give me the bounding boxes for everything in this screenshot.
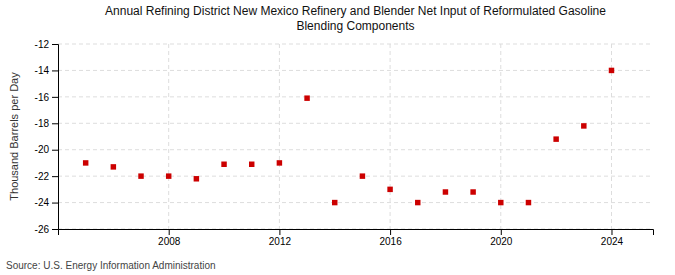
tick: -12	[35, 39, 58, 50]
point	[387, 187, 392, 192]
tick-mark	[52, 150, 58, 151]
tick-mark	[611, 229, 612, 235]
y-axis: -12 -14 -16 -18 -20 -22 -24 -26	[35, 39, 59, 235]
grid-line	[58, 96, 653, 97]
tick-label: -22	[35, 171, 50, 182]
tick-mark	[52, 123, 58, 124]
point	[526, 200, 531, 205]
point	[470, 189, 475, 194]
grid-line	[58, 44, 653, 45]
point	[332, 200, 337, 205]
tick: -14	[35, 65, 58, 76]
tick: 2024	[601, 229, 624, 247]
points	[83, 68, 614, 206]
title-line: Annual Refining District New Mexico Refi…	[105, 4, 606, 18]
tick-mark	[52, 97, 58, 98]
point	[304, 95, 309, 100]
tick-label: -16	[35, 92, 50, 103]
tick: 2020	[490, 229, 513, 247]
point	[166, 173, 171, 178]
point	[277, 160, 282, 165]
tick-label: -12	[35, 39, 50, 50]
tick: -18	[35, 118, 58, 129]
tick-mark	[52, 176, 58, 177]
tick: -16	[35, 92, 58, 103]
tick: -20	[35, 144, 58, 155]
grid	[58, 44, 653, 229]
grid-line	[390, 44, 391, 229]
tick-label: -18	[35, 118, 50, 129]
tick-label: -26	[35, 224, 50, 235]
title-line: Blending Components	[296, 19, 414, 33]
y-axis-label: Thousand Barrels per Day	[8, 72, 20, 201]
tick-mark	[52, 229, 58, 230]
point	[221, 162, 226, 167]
tick: 2012	[269, 229, 292, 247]
tick: 2008	[158, 229, 181, 247]
tick-label: 2024	[601, 236, 624, 247]
grid-line	[58, 123, 653, 124]
tick-label: -24	[35, 197, 50, 208]
tick-label: 2008	[158, 236, 181, 247]
tick-label: 2012	[269, 236, 292, 247]
tick-label: 2020	[490, 236, 513, 247]
tick-mark	[390, 229, 391, 235]
grid-line	[168, 44, 169, 229]
tick-label: -20	[35, 144, 50, 155]
point	[498, 200, 503, 205]
point	[138, 173, 143, 178]
axis-line	[59, 230, 654, 236]
chart: 2008 2012 2016 2020 2024 -12 -14 -16 -18 -20 -22 -2…	[0, 0, 675, 275]
axis-line	[52, 45, 59, 230]
grid-line	[279, 44, 280, 229]
grid-line	[58, 202, 653, 203]
plot-area: 2008 2012 2016 2020 2024 -12 -14 -16 -18 -20 -22 -2…	[35, 39, 654, 247]
tick-mark	[52, 70, 58, 71]
grid-line	[58, 149, 653, 150]
tick-mark	[52, 44, 58, 45]
point	[609, 68, 614, 73]
point	[111, 164, 116, 169]
grid-line	[58, 70, 653, 71]
annotation: Source: U.S. Energy Information Administ…	[6, 260, 216, 271]
point	[194, 176, 199, 181]
point	[553, 136, 558, 141]
point	[415, 200, 420, 205]
grid-line	[58, 176, 653, 177]
tick: 2016	[379, 229, 402, 247]
point	[360, 173, 365, 178]
tick-mark	[169, 229, 170, 235]
point	[581, 123, 586, 128]
tick: -26	[35, 224, 58, 235]
tick-mark	[279, 229, 280, 235]
tick: -24	[35, 197, 58, 208]
point	[443, 189, 448, 194]
title: Annual Refining District New Mexico Refi…	[105, 4, 606, 33]
tick-label: -14	[35, 65, 50, 76]
tick-label: 2016	[379, 236, 402, 247]
tick: -22	[35, 171, 58, 182]
tick-mark	[501, 229, 502, 235]
point	[83, 160, 88, 165]
point	[249, 162, 254, 167]
tick-mark	[52, 203, 58, 204]
x-axis: 2008 2012 2016 2020 2024	[59, 229, 654, 247]
